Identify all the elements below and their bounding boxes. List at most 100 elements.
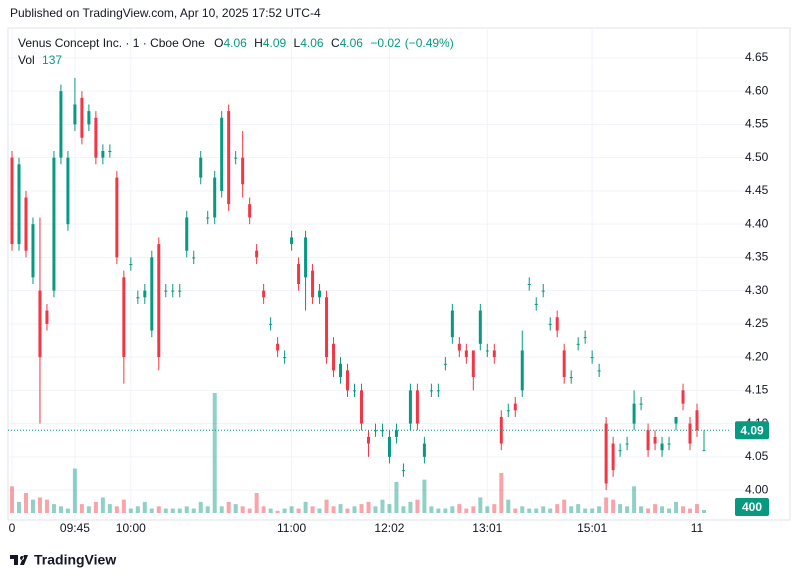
volume-bar [317,508,322,513]
volume-bar [653,504,658,513]
volume-bar [464,508,469,513]
candle-body [429,390,433,392]
candle-body [702,450,706,452]
volume-bar [128,508,133,513]
volume-bar [646,508,651,513]
y-tick-label: 4.35 [745,250,769,264]
candle-body [373,430,377,432]
candle-body [555,317,559,331]
volume-bar [58,506,63,513]
volume-bar [632,486,637,513]
candle-body [359,390,363,424]
y-tick-label: 4.60 [745,83,769,97]
candle-body [366,436,370,444]
volume-bar [156,506,161,513]
y-tick-label: 4.30 [745,283,769,297]
volume-bar [394,481,399,513]
volume-bar [310,506,315,513]
candle-body [611,443,615,471]
volume-bar [345,508,350,513]
candle-body [199,157,203,178]
candle-body [569,377,573,379]
volume-bar [590,508,595,513]
volume-bar [324,499,329,513]
candle-body [255,250,259,258]
candle-body [464,350,468,358]
chart-frame [7,27,791,521]
candle-body [632,403,636,424]
volume-bar [247,508,252,513]
candle-body [353,390,356,392]
legend-label: H [254,36,263,50]
volume-bar [352,506,357,513]
candle-body [59,91,63,158]
candle-body [143,290,147,298]
volume-bar [275,510,280,513]
volume-bar [359,504,364,513]
y-tick-label: 4.15 [745,383,769,397]
candle-body [66,157,70,225]
volume-bar [478,497,483,513]
candle-body [681,390,685,404]
candle-body [17,164,21,245]
candle-body [248,204,252,218]
volume-bar [597,506,602,513]
volume-bar [37,497,42,513]
candle-body [387,436,391,457]
legend-value: 4.06 [339,36,363,50]
candle-body [485,350,489,352]
volume-bar [492,504,497,513]
candle-body [450,310,454,338]
candle-body [136,297,140,299]
legend-change: −0.02 [370,36,401,50]
y-tick-label: 4.45 [745,183,769,197]
x-tick-label: 15:01 [577,521,607,535]
volume-bar [296,508,301,513]
y-tick-label: 4.40 [745,216,769,230]
volume-bar [639,506,644,513]
candle-body [171,290,175,292]
volume-bar [226,501,231,513]
volume-bar [408,501,413,513]
volume-bar [625,506,630,513]
volume-bar [681,506,686,513]
candle-body [269,323,273,325]
volume-bar [303,501,308,513]
volume-bar [471,506,476,513]
candle-body [457,343,461,351]
volume-bar [604,497,609,513]
volume-bar [443,508,448,513]
volume-bar [499,473,504,513]
volume-bar [674,501,679,513]
candle-body [192,257,196,259]
candle-body [471,350,475,378]
candle-body [660,443,664,451]
candle-body [31,224,35,278]
volume-bar [506,499,511,513]
candle-body [234,157,238,159]
volume-bar [163,508,168,513]
candle-body [276,343,280,351]
candle-body [262,290,266,298]
candle-body [304,237,308,278]
candle-body [527,283,531,285]
volume-bar [86,506,91,513]
x-tick-label: 11:00 [277,521,306,535]
volume-bar [51,504,56,513]
candle-body [520,350,524,391]
volume-bar [72,468,77,513]
volume-bar [415,499,420,513]
y-tick-label: 4.20 [745,349,769,363]
candle-body [87,111,91,125]
volume-bar [93,501,98,513]
volume-value: 137 [42,53,63,67]
candle-body [178,290,182,292]
logo [10,555,28,565]
candle-body [185,217,189,251]
y-tick-label: 4.65 [745,50,769,64]
legend-label: O [214,36,224,50]
volume-bar [198,501,203,513]
y-tick-label: 4.05 [745,449,769,463]
volume-bar [107,504,112,513]
